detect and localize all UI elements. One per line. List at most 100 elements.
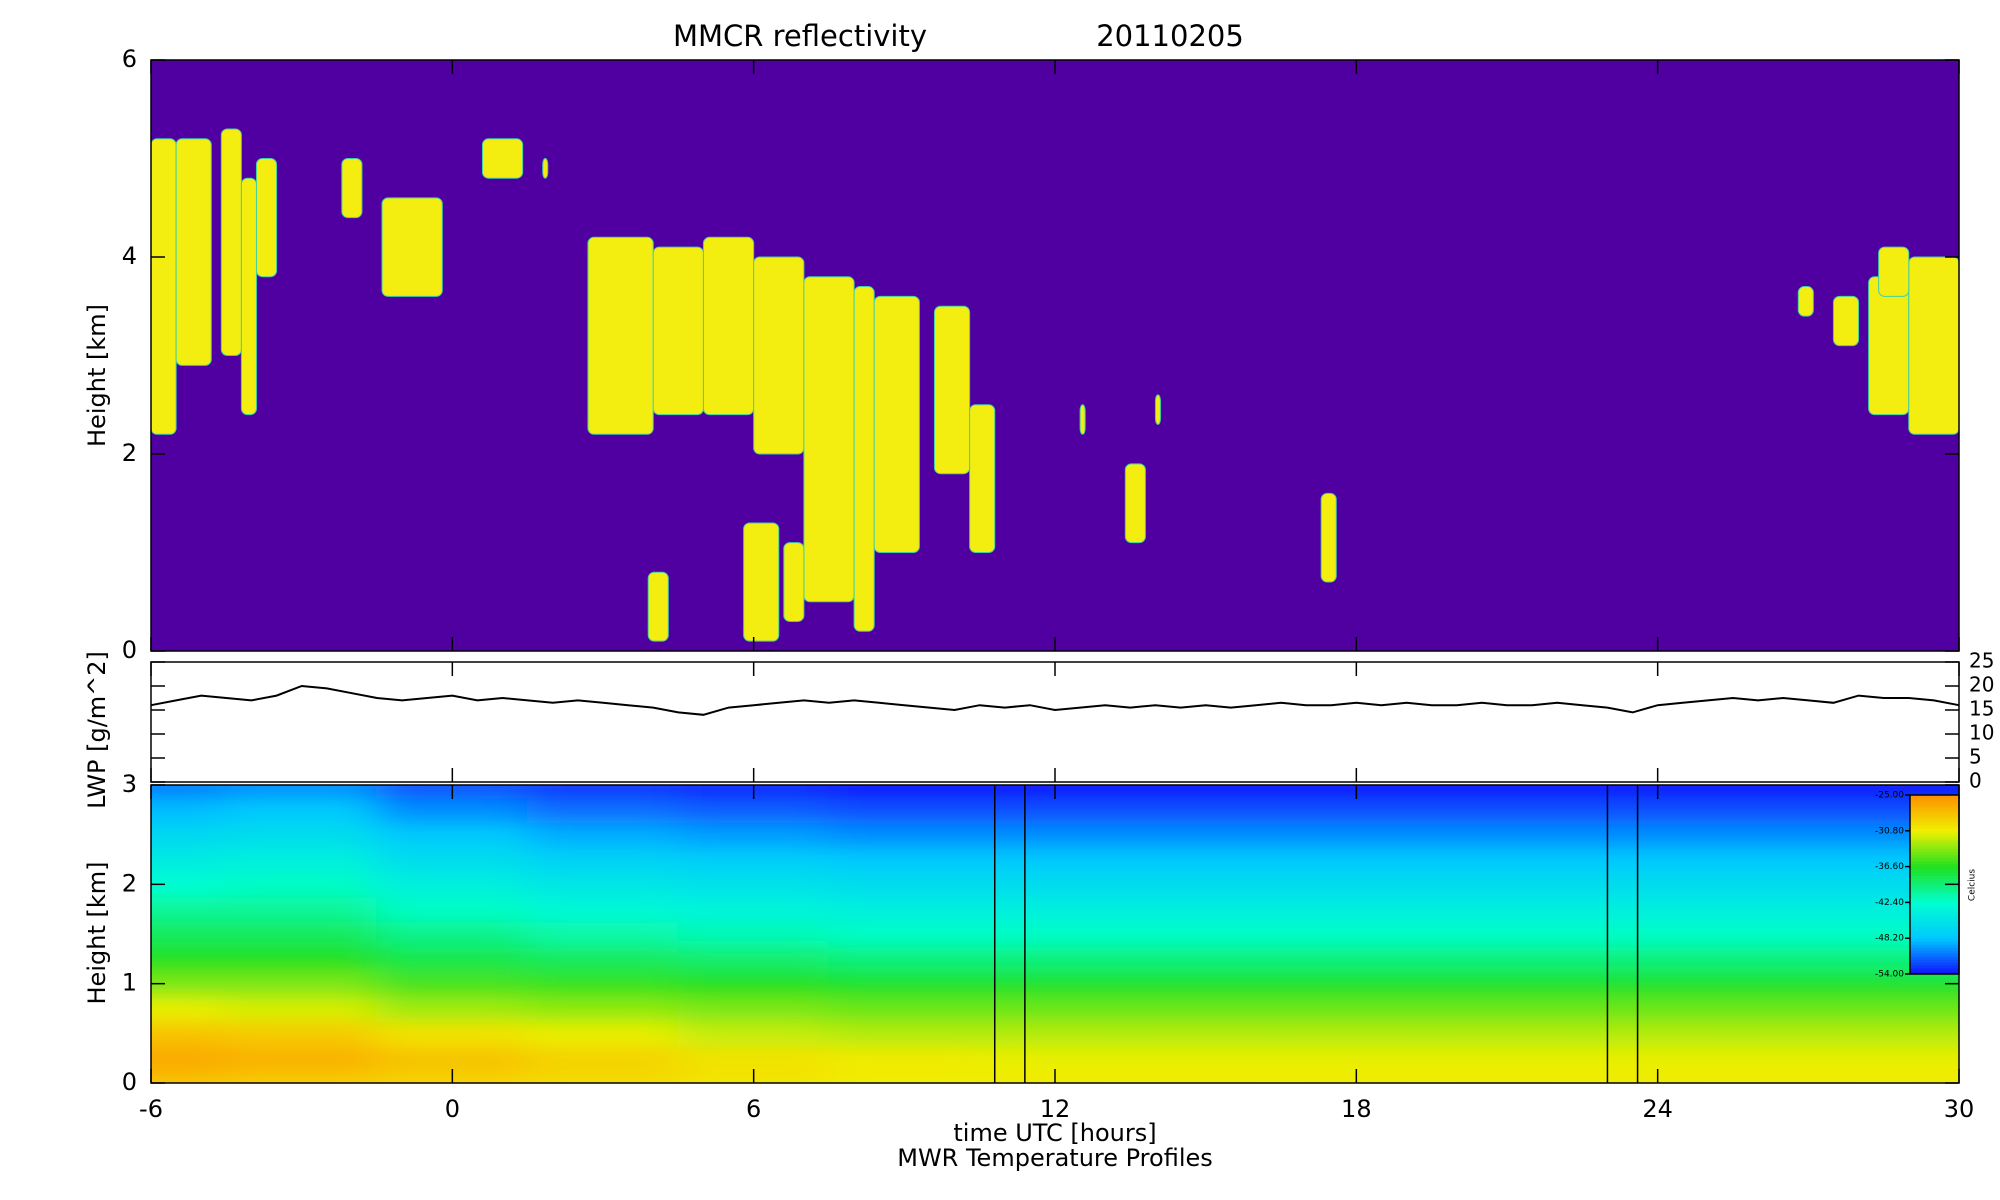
temperature-cell (1280, 920, 1433, 948)
temperature-cell (1430, 995, 1584, 1022)
temperature-cell (1732, 1044, 1885, 1072)
temperature-cell (677, 1019, 830, 1047)
temperature-field (151, 785, 1959, 1083)
cloud-echo (1832, 295, 1860, 347)
temperature-cell (1430, 1044, 1584, 1072)
temperature-cell (1129, 846, 1282, 873)
colorbar-tick-label: -54.00 (1875, 970, 1904, 980)
colorbar-band (1910, 833, 1959, 838)
colorbar-label: Celcius (1968, 869, 1978, 901)
x-axis-label: time UTC [hours] (953, 1119, 1156, 1147)
temperature-cell (1732, 970, 1885, 998)
colorbar-band (1910, 959, 1959, 963)
temperature-cell (828, 1019, 981, 1047)
temperature-cell (828, 870, 981, 898)
colorbar-band (1910, 869, 1959, 874)
temperature-cell (978, 970, 1132, 998)
temperature-cell (1882, 1069, 1959, 1083)
temperature-cell (1129, 796, 1282, 824)
temperature-cell (151, 846, 228, 873)
chart-date: 20110205 (1096, 19, 1244, 53)
y2-tick-label: 5 (1969, 745, 1982, 769)
colorbar-band (1910, 821, 1959, 826)
y2-tick-label: 0 (1969, 769, 1982, 793)
temperature-cell (151, 945, 228, 973)
colorbar-band (1910, 923, 1959, 927)
colorbar-band (1910, 848, 1959, 853)
colorbar-band (1910, 815, 1959, 820)
cloud-echo (587, 236, 654, 435)
temperature-cell (1430, 846, 1584, 873)
temperature-cell (225, 920, 378, 948)
temperature-cell (526, 821, 680, 849)
colorbar-band (1910, 893, 1959, 897)
colorbar-band (1910, 890, 1959, 894)
colorbar-band (1910, 863, 1959, 868)
temperature-cell (225, 1044, 378, 1072)
colorbar-band (1910, 875, 1959, 880)
temperature-cell (1882, 995, 1959, 1022)
temperature-cell (376, 970, 529, 998)
colorbar-band (1910, 917, 1959, 921)
temperature-cell (1581, 920, 1734, 948)
cloud-echo (702, 236, 755, 416)
cloud-echo (1797, 286, 1814, 317)
cloud-echo (753, 256, 805, 455)
temperature-cell (978, 870, 1132, 898)
temperature-cell (677, 945, 830, 973)
cloud-echo (1908, 256, 1960, 435)
temperature-cell (1280, 1019, 1433, 1047)
temperature-cell (526, 846, 680, 873)
colorbar-band (1910, 830, 1959, 835)
colorbar-band (1910, 818, 1959, 823)
temperature-cell (1430, 970, 1584, 998)
colorbar-band (1910, 911, 1959, 915)
cloud-echo (1878, 246, 1910, 297)
colorbar-band (1910, 795, 1959, 799)
temperature-cell (1430, 870, 1584, 898)
temperature-cell (1430, 796, 1584, 824)
temperature-cell (225, 1069, 378, 1083)
temperature-cell (1280, 895, 1433, 923)
temperature-cell (376, 920, 529, 948)
colorbar-band (1910, 971, 1959, 975)
colorbar-band (1910, 872, 1959, 877)
colorbar-band (1910, 920, 1959, 924)
y2-tick-label: 15 (1969, 697, 1994, 721)
colorbar-band (1910, 905, 1959, 909)
temperature-cell (1581, 995, 1734, 1022)
temperature-cell (1280, 846, 1433, 873)
temperature-cell (1430, 945, 1584, 973)
temperature-cell (1581, 945, 1734, 973)
temperature-cells (151, 785, 1959, 1083)
temperature-cell (978, 821, 1132, 849)
temperature-cell (978, 846, 1132, 873)
temperature-cell (225, 1019, 378, 1047)
colorbar-tick-label: -25.00 (1875, 791, 1904, 801)
y-tick-label: 1 (122, 969, 137, 997)
temperature-cell (376, 821, 529, 849)
cloud-echo (255, 158, 278, 278)
temperature-cell (1430, 785, 1584, 799)
y2-tick-label: 25 (1969, 649, 1994, 673)
temperature-cell (376, 945, 529, 973)
plot-frame (150, 784, 1960, 1084)
temperature-cell (828, 995, 981, 1022)
colorbar-band (1910, 896, 1959, 900)
colorbar-band (1910, 851, 1959, 856)
temperature-cell (1129, 1069, 1282, 1083)
temperature-cell (225, 945, 378, 973)
colorbar-band (1910, 929, 1959, 933)
colorbar-band (1910, 902, 1959, 906)
temperature-cell (225, 846, 378, 873)
temperature-cell (828, 1069, 981, 1083)
cloud-echo (873, 295, 920, 553)
plot-background (151, 60, 1959, 651)
temperature-cell (225, 995, 378, 1022)
colorbar-band (1910, 962, 1959, 966)
colorbar-tick-label: -30.80 (1875, 826, 1904, 836)
temperature-cell (828, 846, 981, 873)
cloud-echo (381, 197, 443, 297)
temperature-cell (828, 920, 981, 948)
temperature-cell (1129, 821, 1282, 849)
